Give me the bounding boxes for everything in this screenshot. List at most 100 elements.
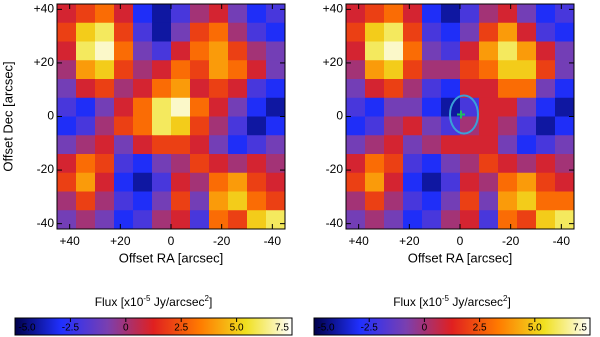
heatmap-cell bbox=[422, 191, 442, 211]
heatmap-cell bbox=[498, 4, 518, 24]
heatmap-cell bbox=[517, 22, 537, 42]
heatmap-cell bbox=[228, 4, 248, 24]
heatmap-cell bbox=[247, 22, 267, 42]
heatmap-cell bbox=[403, 97, 423, 117]
x-tick-label: +20 bbox=[110, 234, 131, 248]
heatmap-cell bbox=[460, 60, 480, 80]
y-tick-label: +20 bbox=[34, 55, 55, 69]
heatmap-cell bbox=[517, 210, 537, 230]
heatmap-cell bbox=[171, 97, 191, 117]
colorbar-tick-label: 5.0 bbox=[230, 323, 244, 334]
y-tick-label: 0 bbox=[47, 109, 54, 123]
source-ellipse bbox=[449, 94, 479, 135]
heatmap-cell bbox=[114, 97, 134, 117]
colorbar-tick-label: -2.5 bbox=[361, 323, 379, 334]
heatmap-cell bbox=[536, 210, 556, 230]
heatmap-cell bbox=[555, 172, 575, 192]
heatmap-cell bbox=[209, 4, 229, 24]
heatmap-cell bbox=[266, 79, 286, 99]
heatmap-cell bbox=[57, 60, 77, 80]
heatmap-cell bbox=[133, 135, 153, 155]
colorbar-label-part: Flux [x10 bbox=[95, 295, 144, 309]
heatmap-cell bbox=[365, 135, 385, 155]
colorbar-label-part: Flux [x10 bbox=[393, 295, 442, 309]
heatmap-cell bbox=[95, 135, 115, 155]
heatmap-cell bbox=[228, 210, 248, 230]
heatmap-cell bbox=[95, 191, 115, 211]
heatmap-cell bbox=[152, 191, 172, 211]
heatmap-cell bbox=[76, 116, 96, 136]
heatmap-cell bbox=[517, 41, 537, 61]
heatmap-cell bbox=[517, 97, 537, 117]
heatmap-cell bbox=[133, 79, 153, 99]
heatmap-cell bbox=[346, 154, 366, 174]
heatmap-cell bbox=[346, 60, 366, 80]
colorbar-label-part: ] bbox=[209, 295, 212, 309]
heatmap-cell bbox=[365, 172, 385, 192]
x-axis-label: Offset RA [arcsec] bbox=[408, 250, 513, 265]
heatmap-cell bbox=[190, 4, 210, 24]
heatmap-cell bbox=[247, 97, 267, 117]
heatmap-cell bbox=[536, 4, 556, 24]
heatmap-cell bbox=[384, 172, 404, 192]
heatmap-cell bbox=[441, 210, 461, 230]
heatmap-cell bbox=[152, 79, 172, 99]
heatmap-cell bbox=[441, 79, 461, 99]
heatmap-cell bbox=[441, 172, 461, 192]
heatmap-cell bbox=[479, 22, 499, 42]
heatmap-cell bbox=[76, 191, 96, 211]
heatmap-cell bbox=[536, 154, 556, 174]
heatmap-cell bbox=[479, 116, 499, 136]
heatmap-cell bbox=[555, 4, 575, 24]
heatmap-cell bbox=[171, 4, 191, 24]
heatmap-cell bbox=[555, 41, 575, 61]
heatmap-cell bbox=[209, 116, 229, 136]
heatmap-cell bbox=[498, 97, 518, 117]
heatmap-cell bbox=[403, 22, 423, 42]
y-tick-label: +40 bbox=[323, 2, 344, 16]
heatmap-cell bbox=[171, 79, 191, 99]
heatmap-cell bbox=[365, 4, 385, 24]
heatmap-cell bbox=[114, 116, 134, 136]
heatmap-cell bbox=[479, 60, 499, 80]
heatmap-cell bbox=[479, 172, 499, 192]
heatmap-cell bbox=[266, 172, 286, 192]
heatmap-cell bbox=[209, 79, 229, 99]
heatmap-cell bbox=[133, 116, 153, 136]
heatmap-cell bbox=[441, 22, 461, 42]
heatmap-cell bbox=[346, 22, 366, 42]
heatmap-cell bbox=[536, 172, 556, 192]
colorbar-label-part: -5 bbox=[442, 294, 450, 303]
heatmap-cell bbox=[76, 79, 96, 99]
heatmap-cell bbox=[114, 191, 134, 211]
colorbar-tick-label: 5.0 bbox=[528, 323, 542, 334]
heatmap-cell bbox=[365, 154, 385, 174]
heatmap-cell bbox=[266, 22, 286, 42]
heatmap-cell bbox=[441, 154, 461, 174]
heatmap-cell bbox=[365, 22, 385, 42]
heatmap-cell bbox=[95, 60, 115, 80]
heatmap-cell bbox=[171, 41, 191, 61]
y-axis-label: Offset Dec [arcsec] bbox=[0, 61, 15, 171]
heatmap-cell bbox=[95, 210, 115, 230]
heatmap-cell bbox=[498, 116, 518, 136]
heatmap-cell bbox=[460, 135, 480, 155]
heatmap-cell bbox=[517, 154, 537, 174]
heatmap-cell bbox=[441, 60, 461, 80]
heatmap-cell bbox=[517, 4, 537, 24]
heatmap-cell bbox=[152, 154, 172, 174]
heatmap-cell bbox=[209, 41, 229, 61]
heatmap-cell bbox=[365, 41, 385, 61]
x-tick-label: -20 bbox=[502, 234, 520, 248]
heatmap-cell bbox=[57, 210, 77, 230]
heatmap-cell bbox=[133, 154, 153, 174]
heatmap-cell bbox=[441, 191, 461, 211]
heatmap-cell bbox=[76, 22, 96, 42]
heatmap-cell bbox=[133, 97, 153, 117]
heatmap-cell bbox=[57, 172, 77, 192]
y-tick-label: -20 bbox=[326, 162, 344, 176]
heatmap-cell bbox=[114, 41, 134, 61]
source-cross bbox=[457, 110, 465, 119]
colorbar-label-part: Jy/arcsec bbox=[151, 295, 205, 309]
heatmap-cell bbox=[133, 210, 153, 230]
